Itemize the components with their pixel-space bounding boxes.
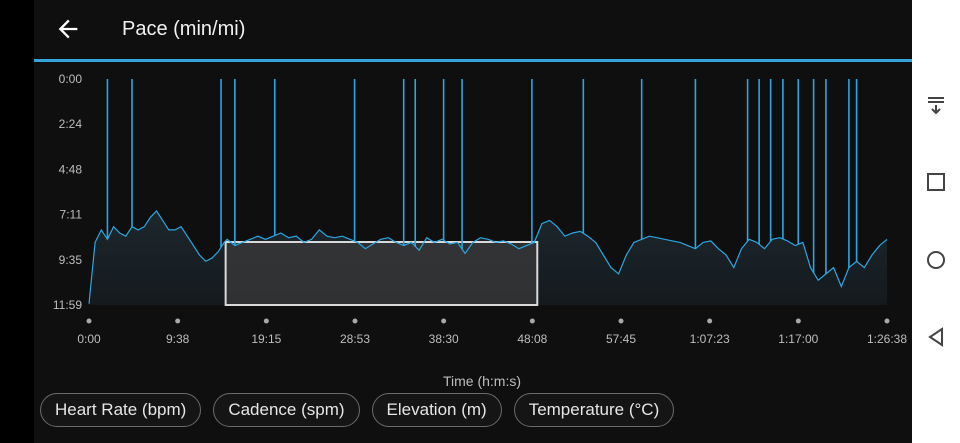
temperature-button[interactable]: Temperature (°C) bbox=[513, 393, 675, 427]
page-title: Pace (min/mi) bbox=[122, 18, 246, 40]
y-tick-label: 9:35 bbox=[59, 253, 83, 267]
x-tick-label: 0:00 bbox=[77, 332, 101, 346]
home-circle-icon[interactable] bbox=[924, 248, 948, 272]
header-accent-line bbox=[34, 59, 912, 62]
x-tick-dot bbox=[352, 318, 358, 324]
heart-rate-button[interactable]: Heart Rate (bpm) bbox=[40, 393, 202, 427]
x-tick-dot bbox=[884, 318, 890, 324]
x-tick-label: 1:26:38 bbox=[867, 332, 907, 346]
back-triangle-icon[interactable] bbox=[924, 325, 948, 349]
y-tick-label: 7:11 bbox=[60, 208, 83, 222]
collapse-down-icon[interactable] bbox=[924, 93, 948, 117]
x-tick-label: 28:53 bbox=[340, 332, 370, 346]
elevation-button[interactable]: Elevation (m) bbox=[371, 393, 502, 427]
x-tick-label: 48:08 bbox=[517, 332, 547, 346]
x-tick-label: 19:15 bbox=[251, 332, 281, 346]
pace-series-line bbox=[88, 210, 888, 304]
x-axis-label: Time (h:m:s) bbox=[443, 373, 521, 389]
metric-selector-row: Heart Rate (bpm) Cadence (spm) Elevation… bbox=[40, 393, 675, 427]
x-tick-dot bbox=[707, 318, 713, 324]
x-tick-dot bbox=[86, 318, 92, 324]
x-tick-label: 9:38 bbox=[166, 332, 190, 346]
app-header: Pace (min/mi) bbox=[34, 0, 912, 59]
y-tick-label: 11:59 bbox=[53, 298, 82, 312]
cadence-button[interactable]: Cadence (spm) bbox=[213, 393, 360, 427]
x-tick-label: 38:30 bbox=[429, 332, 459, 346]
x-tick-dot bbox=[795, 318, 801, 324]
pace-chart[interactable]: 0:00 2:24 4:48 7:11 9:35 11:59 0:00 9:38 19:15 2… bbox=[34, 62, 912, 392]
x-tick-dot bbox=[175, 318, 181, 324]
selection-range-box[interactable] bbox=[224, 241, 539, 306]
activity-pace-screen: Pace (min/mi) 0:00 2:24 4:48 7:11 9:35 11:59 … bbox=[34, 0, 912, 443]
x-tick-dot bbox=[263, 318, 269, 324]
y-tick-label: 0:00 bbox=[59, 72, 83, 86]
recents-square-icon[interactable] bbox=[924, 170, 948, 194]
system-navigation-bar bbox=[912, 0, 960, 443]
x-tick-dot bbox=[618, 318, 624, 324]
x-tick-dot bbox=[441, 318, 447, 324]
x-tick-dot bbox=[529, 318, 535, 324]
arrow-left-icon[interactable] bbox=[54, 15, 82, 43]
x-tick-label: 1:17:00 bbox=[778, 332, 818, 346]
x-tick-label: 57:45 bbox=[606, 332, 636, 346]
y-tick-label: 2:24 bbox=[59, 117, 83, 131]
x-tick-label: 1:07:23 bbox=[690, 332, 730, 346]
y-tick-label: 4:48 bbox=[59, 162, 83, 176]
